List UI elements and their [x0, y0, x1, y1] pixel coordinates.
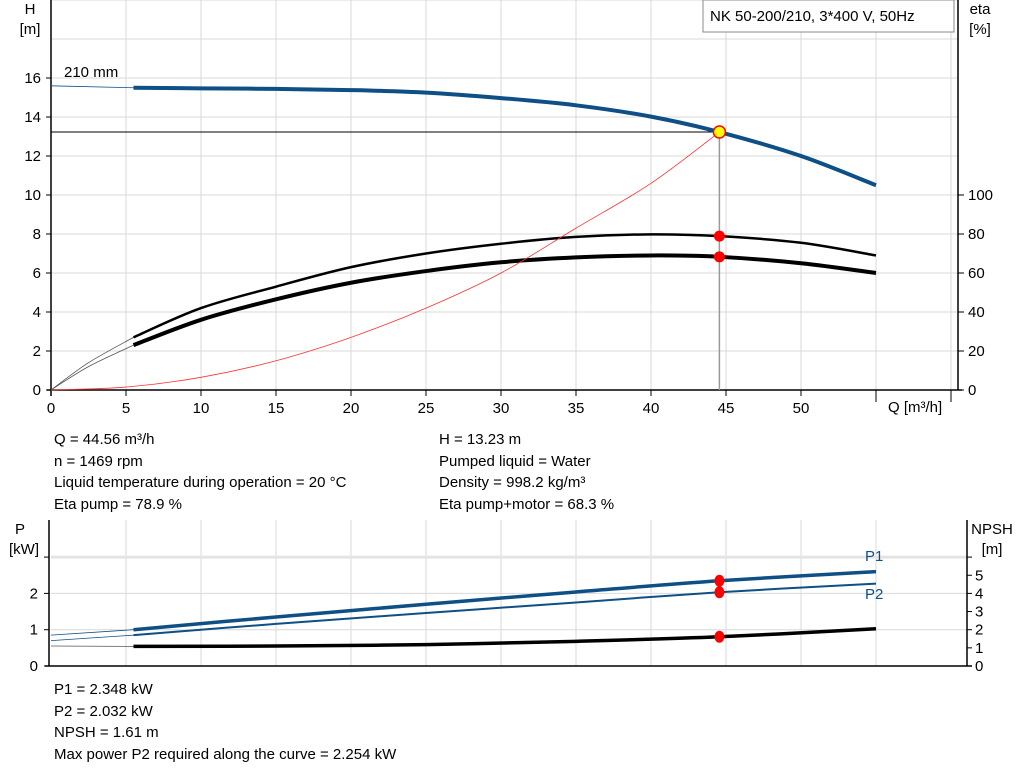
impeller-label: 210 mm — [64, 64, 118, 81]
y2-tick-label: 40 — [968, 304, 985, 321]
y2-tick-label: 60 — [968, 265, 985, 282]
eta-pump-marker — [713, 230, 725, 242]
y-tick-label: 0 — [33, 382, 41, 399]
y2-tick-label: 1 — [975, 640, 983, 657]
system-curve — [50, 131, 720, 391]
y-tick-label: 8 — [33, 226, 41, 243]
y2-tick-label: 20 — [968, 343, 985, 360]
NPSH-marker — [714, 630, 725, 643]
info-npsh: NPSH = 1.61 m — [54, 724, 159, 741]
p-axis-unit: [kW] — [9, 541, 39, 558]
x-tick-label: 5 — [122, 400, 130, 417]
x-tick-label: 20 — [343, 400, 360, 417]
x-tick-label: 15 — [268, 400, 285, 417]
y2-tick-label: 4 — [975, 585, 983, 602]
x-tick-label: 45 — [718, 400, 735, 417]
y-tick-label: 10 — [24, 187, 41, 204]
y2-tick-label: 2 — [975, 622, 983, 639]
info-max-p2: Max power P2 required along the curve = … — [54, 745, 397, 763]
y-tick-label: 4 — [33, 304, 41, 321]
info-p1: P1 = 2.348 kW — [54, 681, 153, 698]
y-tick-label: 2 — [33, 343, 41, 360]
y-tick-label: 14 — [24, 109, 41, 126]
y-tick-label: 6 — [33, 265, 41, 282]
x-tick-label: 35 — [568, 400, 585, 417]
info-eta-pump: Eta pump = 78.9 % — [54, 495, 182, 513]
power-info: P1 = 2.348 kW P2 = 2.032 kW NPSH = 1.61 … — [54, 679, 396, 765]
NPSH-curve — [133, 627, 877, 649]
eta_total-curve — [132, 253, 877, 348]
y2-tick-label: 3 — [975, 604, 983, 621]
eta-axis-label: eta — [970, 1, 992, 18]
y-tick-label: 16 — [24, 70, 41, 87]
power-chart-series — [50, 569, 877, 649]
head-chart-grid — [51, 0, 958, 390]
power-chart-grid — [51, 520, 967, 666]
info-density: Density = 998.2 kg/m³ — [439, 474, 586, 491]
y2-tick-label: 5 — [975, 567, 983, 584]
title-text: NK 50-200/210, 3*400 V, 50Hz — [710, 8, 915, 25]
head-extension-line — [50, 85, 134, 89]
p-axis-label: P — [15, 521, 25, 538]
P1-extension-line — [50, 629, 134, 636]
title-box — [702, 0, 955, 33]
info-head: H = 13.23 m — [439, 431, 522, 448]
x-tick-label: 25 — [418, 400, 435, 417]
eta_total-extension-line — [50, 344, 134, 391]
y-tick-label: 0 — [30, 658, 38, 675]
info-speed: n = 1469 rpm — [54, 452, 143, 470]
npsh-axis-unit: [m] — [982, 541, 1003, 558]
x-tick-label: 50 — [793, 400, 810, 417]
x-tick-label: 40 — [643, 400, 660, 417]
P2-marker — [714, 586, 725, 599]
y2-tick-label: 80 — [968, 226, 985, 243]
x-tick-label: 10 — [193, 400, 210, 417]
npsh-axis-label: NPSH — [971, 521, 1013, 538]
y2-tick-label: 100 — [968, 187, 993, 204]
info-eta-total: Eta pump+motor = 68.3 % — [439, 495, 615, 513]
P1-marker — [714, 574, 725, 587]
P2-curve — [133, 582, 877, 637]
p1-label: P1 — [865, 548, 883, 565]
info-flow: Q = 44.56 m³/h — [54, 431, 155, 448]
eta_pump-extension-line — [50, 337, 134, 391]
y-tick-label: 1 — [30, 622, 38, 639]
eta_pump-curve — [133, 233, 877, 339]
q-axis-label: Q [m³/h] — [888, 399, 942, 416]
y-tick-label: 2 — [30, 585, 38, 602]
y2-tick-label: 0 — [968, 382, 976, 399]
head-chart-axes: 0 5 10 15 20 25 30 35 40 45 50 0 2 4 6 8 10 12 14 16 0 20 40 60… — [24, 0, 993, 417]
P1-curve — [133, 569, 877, 632]
head-chart-series — [50, 85, 877, 391]
duty-info-right: H = 13.23 m Pumped liquid = Water Densit… — [439, 429, 614, 515]
P2-extension-line — [50, 634, 134, 641]
h-axis-unit: [m] — [20, 21, 41, 38]
eta-axis-unit: [%] — [969, 21, 991, 38]
info-liquid: Pumped liquid = Water — [439, 452, 591, 470]
y2-tick-label: 0 — [975, 658, 983, 675]
p2-label: P2 — [865, 586, 883, 603]
y-tick-label: 12 — [24, 148, 41, 165]
info-temperature: Liquid temperature during operation = 20… — [54, 474, 347, 491]
x-tick-label: 0 — [47, 400, 55, 417]
duty-point-marker — [712, 125, 727, 139]
h-axis-label: H — [25, 1, 36, 18]
duty-info-left: Q = 44.56 m³/h n = 1469 rpm Liquid tempe… — [54, 429, 346, 515]
info-p2: P2 = 2.032 kW — [54, 702, 153, 720]
head-curve — [133, 85, 877, 188]
eta-total-marker — [713, 251, 725, 263]
x-tick-label: 30 — [493, 400, 510, 417]
